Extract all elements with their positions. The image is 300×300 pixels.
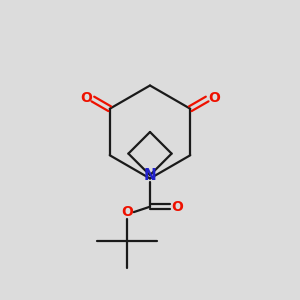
Text: O: O	[208, 91, 220, 104]
Text: O: O	[172, 200, 184, 214]
Text: O: O	[80, 91, 92, 104]
Text: N: N	[144, 168, 156, 183]
Text: O: O	[121, 205, 133, 219]
